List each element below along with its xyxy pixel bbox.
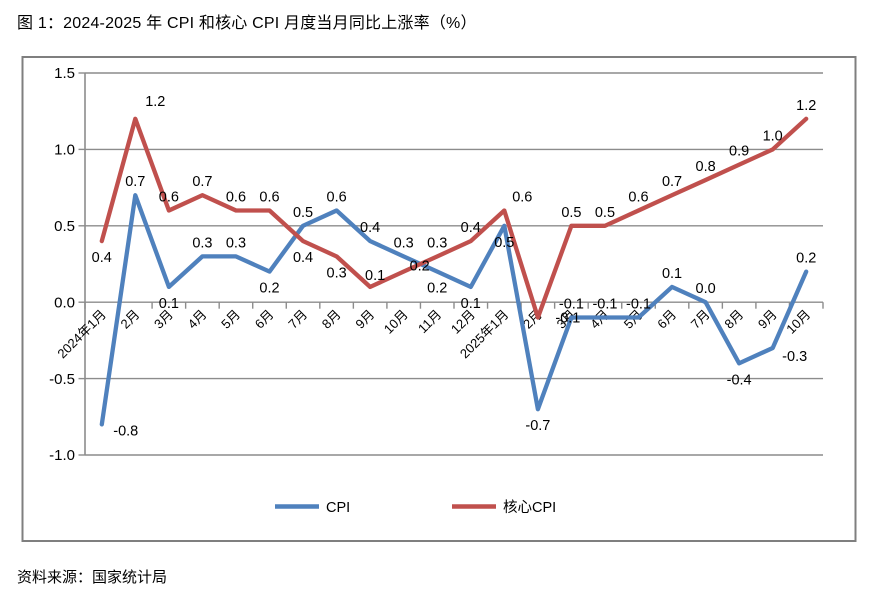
core-cpi-value-label: 0.6 — [226, 190, 246, 206]
core-cpi-value-label: 0.6 — [628, 190, 648, 206]
core-cpi-value-label: 0.4 — [293, 250, 313, 266]
chart-title: 图 1：2024-2025 年 CPI 和核心 CPI 月度当月同比上涨率（%） — [17, 15, 477, 32]
core-cpi-value-label: 0.3 — [427, 235, 447, 251]
cpi-value-label: -0.7 — [525, 418, 550, 434]
cpi-value-label: 0.5 — [494, 235, 514, 251]
x-axis-label: 4月 — [185, 307, 210, 332]
cpi-value-label: -0.4 — [727, 372, 752, 388]
y-axis-label: 0.5 — [54, 218, 75, 235]
cpi-value-label: 0.2 — [259, 281, 279, 297]
cpi-value-label: 0.5 — [293, 205, 313, 221]
y-axis-label: -1.0 — [49, 447, 75, 464]
chart-border — [21, 56, 857, 542]
source-note: 资料来源：国家统计局 — [17, 569, 168, 586]
cpi-value-label: -0.1 — [626, 296, 651, 312]
core-cpi-value-label: 0.4 — [92, 250, 112, 266]
cpi-value-label: -0.1 — [592, 296, 617, 312]
core-cpi-value-label: 0.6 — [512, 190, 532, 206]
y-axis-label: 0.0 — [54, 294, 75, 311]
cpi-value-label: 0.3 — [226, 235, 246, 251]
core-cpi-line — [99, 116, 809, 320]
cpi-value-label: 0.3 — [394, 235, 414, 251]
core-cpi-value-label: 0.6 — [259, 190, 279, 206]
core-cpi-value-label: 0.5 — [561, 205, 581, 221]
core-cpi-value-label: 1.2 — [796, 98, 816, 114]
cpi-value-label: 0.4 — [360, 220, 380, 236]
cpi-value-label: 0.6 — [327, 190, 347, 206]
core-cpi-value-label: 0.9 — [729, 144, 749, 160]
cpi-value-label: -0.1 — [559, 296, 584, 312]
cpi-value-label: 0.1 — [461, 296, 481, 312]
core-cpi-value-label: 0.5 — [595, 205, 615, 221]
x-axis-label: 10月 — [381, 307, 411, 337]
cpi-value-label: -0.8 — [113, 423, 138, 439]
cpi-value-label: 0.1 — [662, 266, 682, 282]
x-axis-label: 2月 — [118, 307, 143, 332]
core-cpi-value-label: 0.4 — [461, 220, 481, 236]
x-axis-label: 6月 — [252, 307, 277, 332]
cpi-value-label: 0.0 — [696, 281, 716, 297]
x-axis-label: 8月 — [721, 307, 746, 332]
x-axis-label: 7月 — [285, 307, 310, 332]
core-cpi-value-label: 0.6 — [159, 190, 179, 206]
y-axis-label: 1.5 — [54, 65, 75, 82]
x-axis-label: 2024年1月 — [54, 307, 109, 362]
core-cpi-value-label: -0.1 — [555, 310, 580, 326]
core-cpi-value-label: 1.0 — [763, 128, 783, 144]
x-axis-label: 9月 — [755, 307, 780, 332]
y-axis-label: 1.0 — [54, 142, 75, 159]
core-cpi-value-label: 0.3 — [327, 265, 347, 281]
x-axis-label: 6月 — [654, 307, 679, 332]
cpi-value-label: 0.2 — [427, 281, 447, 297]
x-axis-label: 9月 — [352, 307, 377, 332]
legend-cpi-label: CPI — [326, 500, 350, 516]
x-axis-label: 11月 — [415, 307, 444, 336]
core-cpi-value-label: 0.2 — [410, 259, 430, 275]
core-cpi-value-label: 0.7 — [192, 174, 212, 190]
cpi-value-label: 0.2 — [796, 251, 816, 267]
cpi-value-label: -0.3 — [782, 349, 807, 365]
core-cpi-value-label: 0.7 — [662, 174, 682, 190]
cpi-line — [99, 193, 809, 427]
core-cpi-value-label: 0.1 — [365, 268, 385, 284]
legend-core-cpi-label: 核心CPI — [503, 499, 556, 516]
y-axis-label: -0.5 — [49, 371, 75, 388]
cpi-value-label: 0.7 — [125, 174, 145, 190]
cpi-value-label: 0.1 — [159, 296, 179, 312]
x-axis-label: 8月 — [319, 307, 344, 332]
core-cpi-value-label: 1.2 — [145, 94, 165, 110]
x-axis-label: 5月 — [218, 307, 243, 332]
cpi-value-label: 0.3 — [192, 235, 212, 251]
core-cpi-value-label: 0.8 — [696, 159, 716, 175]
